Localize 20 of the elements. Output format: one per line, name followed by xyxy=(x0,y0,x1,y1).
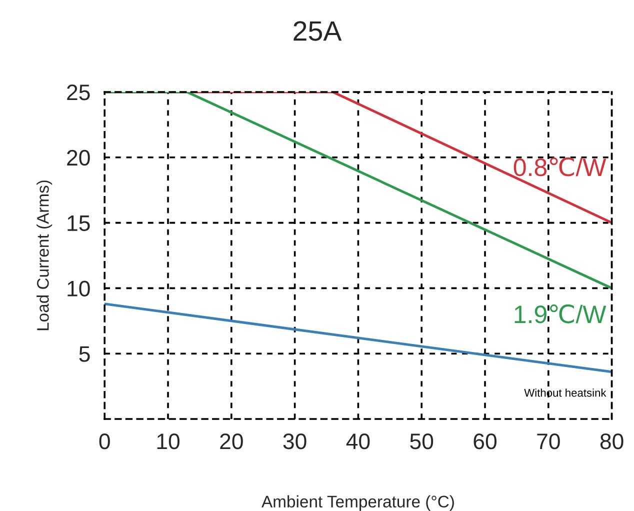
x-tick-label: 80 xyxy=(600,433,624,450)
x-tick-label: 40 xyxy=(346,433,370,450)
x-tick-label: 50 xyxy=(410,433,434,450)
y-tick-label: 10 xyxy=(68,280,90,296)
y-axis-title: Load Current (Arms) xyxy=(36,180,52,330)
y-tick-label: 20 xyxy=(67,150,90,166)
y-tick-label: 5 xyxy=(79,346,90,362)
chart-title: 25A xyxy=(294,21,342,41)
x-tick-label: 10 xyxy=(157,433,180,450)
series-label: Without heatsink xyxy=(524,388,606,397)
y-tick-label: 25 xyxy=(67,84,90,100)
x-tick-label: 70 xyxy=(537,433,560,450)
series-label: 0.8℃/W xyxy=(514,157,606,176)
x-tick-label: 20 xyxy=(220,433,243,450)
x-axis-title: Ambient Temperature (°C) xyxy=(262,495,454,511)
x-tick-label: 0 xyxy=(99,433,110,450)
series-label: 1.9℃/W xyxy=(514,304,606,324)
y-tick-label: 15 xyxy=(68,216,90,232)
x-tick-label: 60 xyxy=(474,433,496,450)
x-tick-label: 30 xyxy=(283,433,306,450)
